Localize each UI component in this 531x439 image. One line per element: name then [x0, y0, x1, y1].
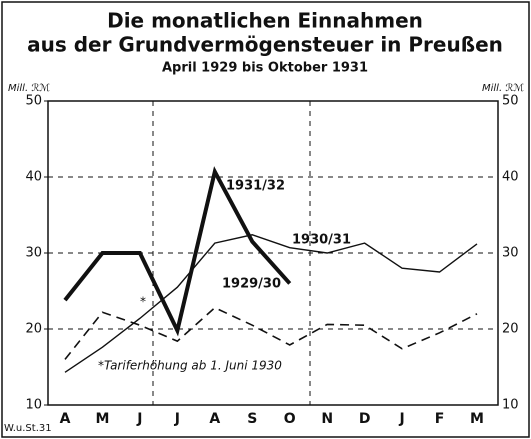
series-line — [64, 234, 478, 373]
y-tick-label: 40 — [25, 170, 42, 185]
x-tick-label: O — [284, 411, 296, 427]
y-tick-label: 50 — [25, 94, 42, 109]
x-tick-label: D — [359, 411, 371, 427]
series-line — [64, 306, 478, 360]
source: W.u.St.31 — [4, 423, 52, 434]
y-axis-label: Mill. ℛℳ — [8, 83, 50, 94]
y2-tick-label: 20 — [502, 322, 519, 337]
y-tick-label: 30 — [25, 246, 42, 261]
x-tick-label: M — [95, 411, 109, 427]
x-tick-label: J — [136, 411, 142, 427]
annotation: *Tariferhöhung ab 1. Juni 1930 — [98, 359, 282, 373]
series-label: 1929/30 — [222, 277, 281, 292]
x-tick-label: S — [247, 411, 257, 427]
y2-tick-label: 10 — [502, 398, 519, 413]
x-tick-label: N — [321, 411, 333, 427]
annotation-star: * — [140, 295, 146, 309]
x-tick-label: M — [470, 411, 484, 427]
y2-tick-label: 50 — [502, 94, 519, 109]
x-tick-label: F — [435, 411, 445, 427]
y2-axis-label: Mill. ℛℳ — [482, 83, 524, 94]
y-tick-label: 20 — [25, 322, 42, 337]
y2-tick-label: 40 — [502, 170, 519, 185]
chart-title: Die monatlichen Einnahmen — [107, 9, 423, 33]
x-tick-label: A — [209, 411, 220, 427]
x-tick-label: J — [398, 411, 404, 427]
y2-tick-label: 30 — [502, 246, 519, 261]
y-tick-label: 10 — [25, 398, 42, 413]
x-tick-label: J — [174, 411, 180, 427]
series-label: 1930/31 — [292, 233, 351, 248]
chart-subtitle: April 1929 bis Oktober 1931 — [162, 61, 368, 76]
chart-title: aus der Grundvermögensteuer in Preußen — [27, 33, 503, 57]
series-label: 1931/32 — [226, 179, 285, 194]
series-line — [63, 166, 292, 337]
x-tick-label: A — [60, 411, 71, 427]
